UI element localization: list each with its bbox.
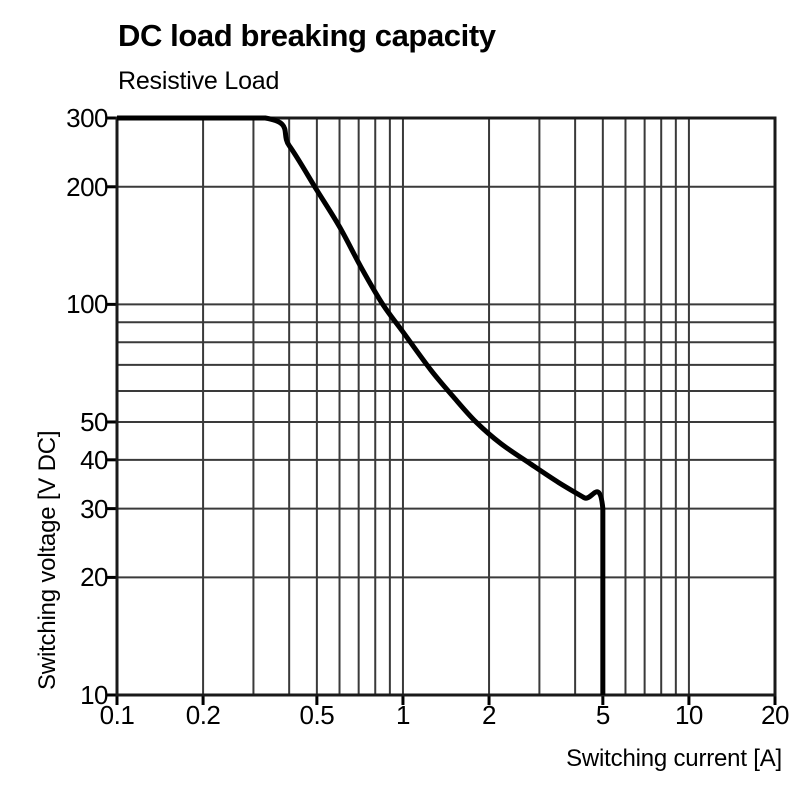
x-tick-label: 1 (395, 700, 410, 730)
y-tick-label: 40 (80, 444, 108, 475)
x-tick-label: 0.2 (185, 700, 221, 730)
y-tick-label: 30 (80, 493, 108, 524)
page-subtitle: Resistive Load (118, 67, 280, 95)
axis-ticks (107, 116, 777, 705)
plot-frame (115, 116, 777, 697)
x-tick-label: 10 (674, 700, 703, 730)
y-tick-label: 10 (80, 680, 108, 710)
y-tick-label: 300 (66, 103, 108, 133)
x-axis-label: Switching current [A] (566, 745, 782, 772)
x-tick-label: 20 (761, 700, 789, 730)
y-tick-label: 100 (66, 289, 108, 320)
minor-gridlines (202, 118, 690, 695)
major-gridlines (117, 185, 775, 579)
y-tick-label: 50 (80, 406, 108, 437)
x-tick-label: 2 (482, 700, 497, 730)
x-tick-label: 5 (595, 700, 610, 730)
data-curve (117, 115, 606, 695)
x-tick-label: 0.5 (299, 700, 335, 730)
page-title: DC load breaking capacity (118, 18, 496, 53)
y-tick-label: 200 (66, 171, 108, 202)
x-tick-label: 0.1 (99, 700, 135, 730)
y-tick-label: 20 (80, 562, 108, 593)
